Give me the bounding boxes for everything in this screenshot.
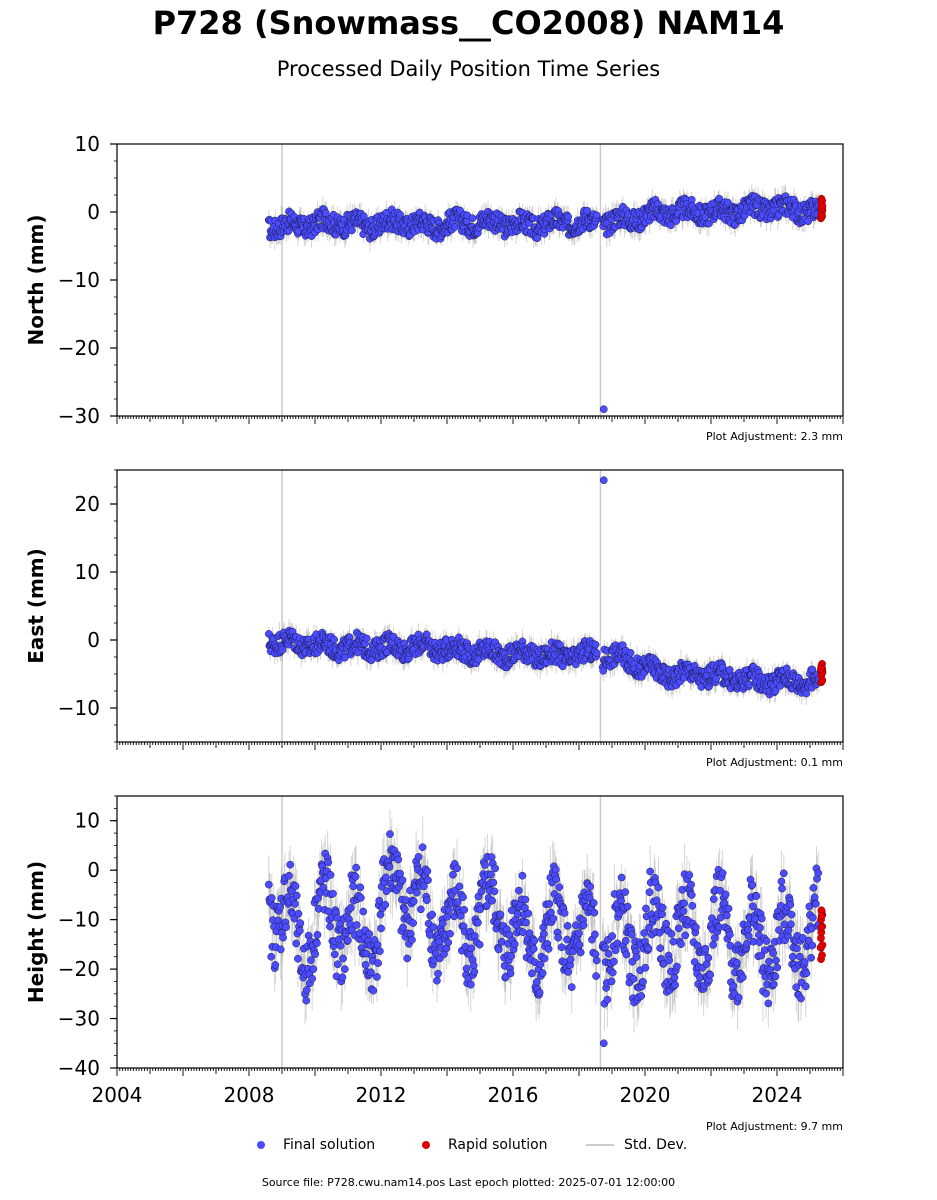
east-final-point — [592, 649, 601, 657]
east-ytick-label: 10 — [75, 560, 100, 584]
east-final-point — [591, 640, 600, 649]
north-final-point — [715, 194, 723, 203]
north-final-point — [583, 206, 592, 215]
north-final-point — [396, 210, 404, 219]
north-ylabel: North (mm) — [24, 214, 48, 345]
north-plot-frame — [116, 143, 844, 417]
east-ytick-label: 20 — [75, 492, 100, 516]
chart-title: P728 (Snowmass__CO2008) NAM14 — [152, 4, 785, 42]
east-ytick-label: 0 — [87, 628, 100, 652]
east-final-point — [725, 666, 734, 674]
north-plot-adjustment: Plot Adjustment: 2.3 mm — [706, 430, 843, 443]
north-ytick-label: 0 — [87, 200, 100, 224]
east-plot-adjustment: Plot Adjustment: 0.1 mm — [706, 756, 843, 769]
north-final-point — [321, 209, 330, 218]
north-final-point — [533, 234, 542, 243]
east-final-point — [330, 635, 338, 644]
east-final-point — [626, 648, 635, 657]
east-ytick-label: −10 — [58, 696, 100, 720]
north-ytick-label: −10 — [58, 268, 100, 292]
north-final-point — [468, 214, 477, 223]
east-final-point — [802, 689, 811, 698]
east-final-point — [278, 646, 287, 654]
north-final-point — [592, 211, 601, 220]
north-ytick-label: −20 — [58, 336, 100, 360]
east-plot-frame — [116, 469, 844, 743]
east-ylabel: East (mm) — [24, 548, 48, 664]
east-final-point — [362, 634, 371, 643]
north-final-point — [705, 219, 713, 228]
north-final-point — [564, 212, 573, 221]
chart-subtitle: Processed Daily Position Time Series — [276, 57, 661, 81]
north-ytick-label: −30 — [58, 404, 100, 428]
north-ytick-label: 10 — [75, 132, 100, 156]
north-outlier-point — [599, 405, 608, 414]
east-rapid-point — [817, 664, 825, 673]
north-rapid-point — [818, 201, 827, 210]
east-outlier-point — [599, 476, 608, 485]
north-final-point — [348, 226, 356, 235]
